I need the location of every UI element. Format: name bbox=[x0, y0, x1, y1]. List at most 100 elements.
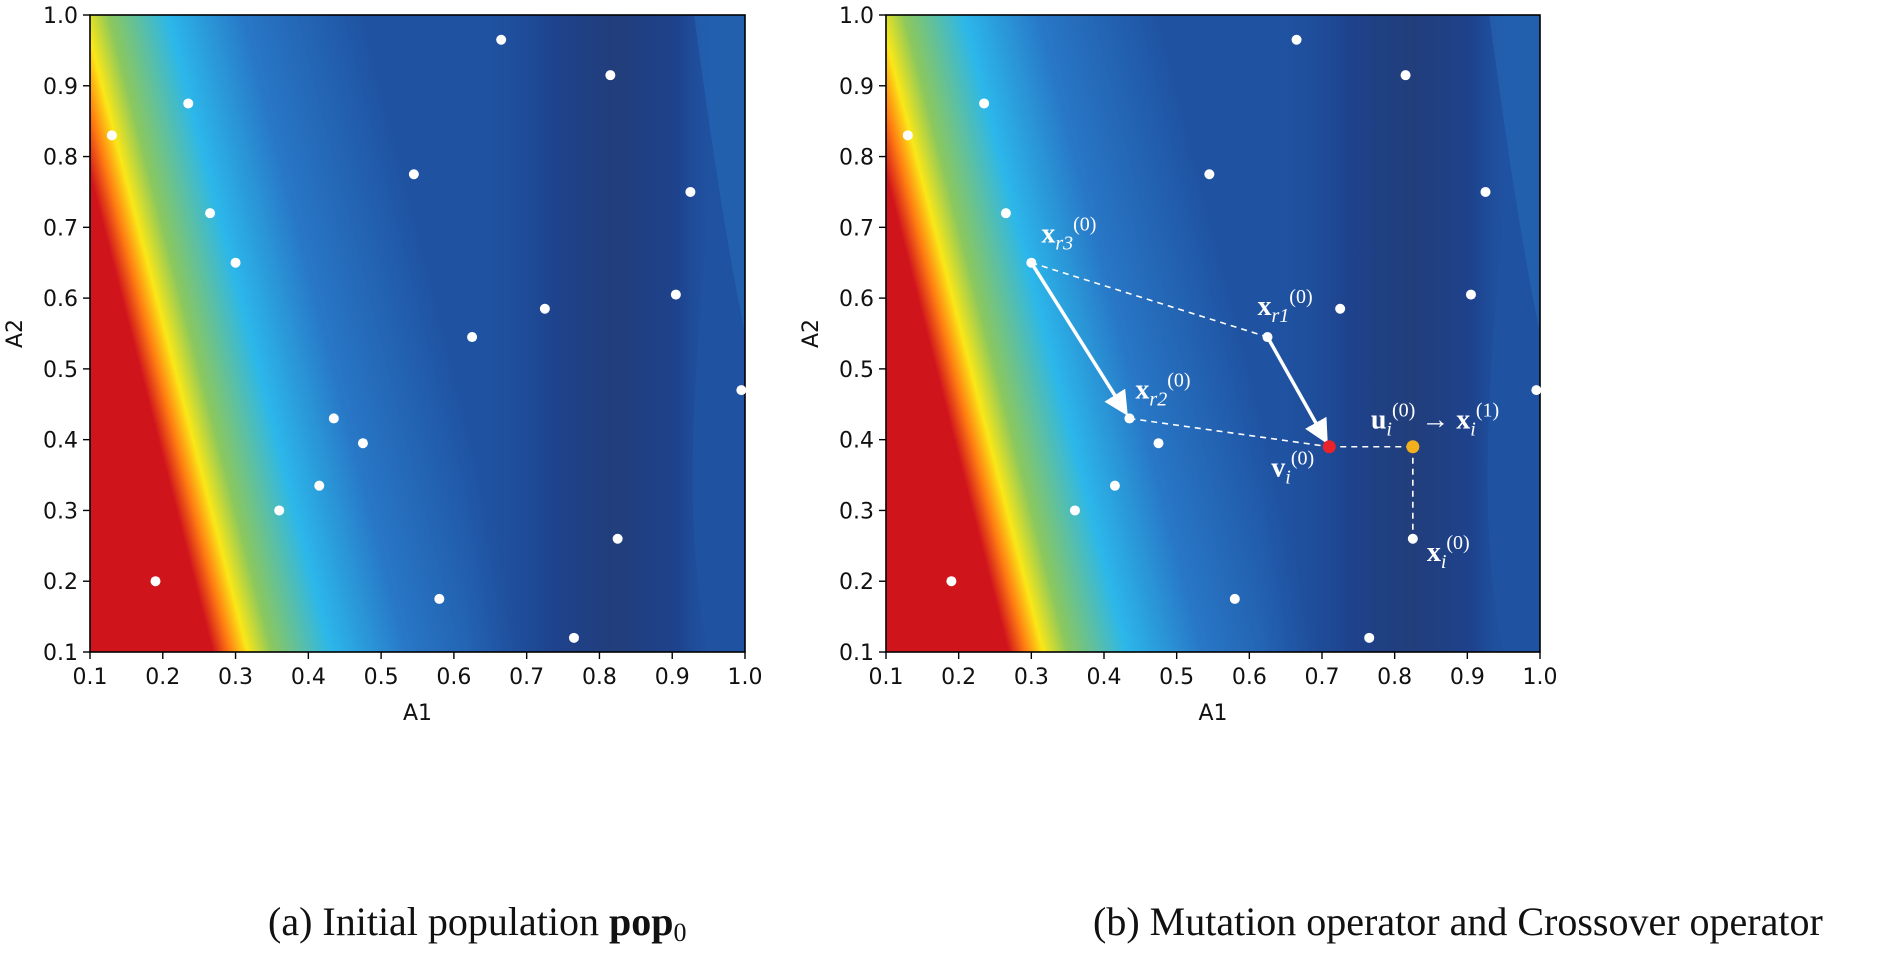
population-point bbox=[1465, 289, 1476, 300]
x-tick-label: 0.4 bbox=[291, 665, 326, 690]
x-tick-label: 1.0 bbox=[728, 665, 763, 690]
label-sup: (0) bbox=[1073, 214, 1096, 236]
population-point bbox=[205, 208, 216, 219]
x-tick-label: 0.3 bbox=[218, 665, 253, 690]
x-tick-label: 0.1 bbox=[73, 665, 108, 690]
caption-a-prefix: (a) Initial population bbox=[268, 899, 610, 944]
y-axis-label: A2 bbox=[799, 319, 824, 348]
axes-frame bbox=[89, 14, 746, 653]
label-main: x bbox=[1041, 219, 1055, 250]
label-sub: i bbox=[1285, 467, 1291, 489]
population-point bbox=[736, 385, 747, 396]
contour-background bbox=[90, 15, 745, 652]
population-point bbox=[1364, 632, 1375, 643]
point-ui bbox=[1406, 440, 1420, 454]
population-point bbox=[496, 34, 507, 45]
y-tick-label: 0.3 bbox=[839, 499, 874, 524]
population-point bbox=[539, 303, 550, 314]
label-sub-2: i bbox=[1470, 419, 1476, 441]
population-point bbox=[1000, 208, 1011, 219]
y-axis-label: A2 bbox=[3, 319, 28, 348]
population-point bbox=[1229, 593, 1240, 604]
label-main: v bbox=[1271, 453, 1285, 484]
population-point bbox=[1204, 169, 1215, 180]
label-xr2: xr2(0) bbox=[1135, 369, 1190, 410]
x-tick-label: 0.7 bbox=[509, 665, 544, 690]
x-axis-label: A1 bbox=[403, 701, 432, 726]
population-point bbox=[670, 289, 681, 300]
population-point bbox=[568, 632, 579, 643]
panel-b: 0.1 0.2 0.3 0.4 0.5 0.6 0.7 0.8 0.9 1.0 0.1 0.2 0.3 0… bbox=[799, 4, 1558, 726]
y-tick-label: 0.8 bbox=[839, 146, 874, 171]
axes-frame bbox=[885, 14, 1541, 653]
label-main: x bbox=[1135, 374, 1149, 405]
label-ui: ui(0) → xi(1) bbox=[1371, 400, 1499, 441]
y-tick-label: 0.6 bbox=[839, 287, 874, 312]
dashed-line bbox=[1129, 417, 1330, 448]
label-sub: i bbox=[1386, 419, 1392, 441]
label-sup: (0) bbox=[1291, 448, 1314, 470]
population-point bbox=[1109, 480, 1120, 491]
population-point bbox=[150, 576, 161, 587]
label-xi: xi(0) bbox=[1427, 532, 1470, 573]
y-tick-label: 0.4 bbox=[839, 429, 874, 454]
y-tick-label: 1.0 bbox=[43, 4, 78, 29]
population-point bbox=[328, 413, 339, 424]
x-tick-label: 0.5 bbox=[364, 665, 399, 690]
x-tick-label: 0.3 bbox=[1014, 665, 1049, 690]
label-sup: (0) bbox=[1446, 532, 1469, 554]
contour-valley-band bbox=[1260, 15, 1519, 652]
label-main: x bbox=[1258, 291, 1272, 322]
point-xr3 bbox=[1026, 257, 1037, 268]
population-point bbox=[685, 186, 696, 197]
label-sup: (0) bbox=[1167, 369, 1190, 391]
y-tick-label: 0.9 bbox=[839, 75, 874, 100]
label-vi: vi(0) bbox=[1271, 448, 1314, 489]
point-xi bbox=[1407, 533, 1418, 544]
x-tick-label: 0.6 bbox=[436, 665, 471, 690]
caption-a-bold: pop bbox=[609, 899, 674, 944]
population-point bbox=[357, 438, 368, 449]
label-sub: i bbox=[1441, 551, 1447, 573]
x-tick-label: 0.2 bbox=[145, 665, 180, 690]
label-sup: (0) bbox=[1289, 286, 1312, 308]
population-point bbox=[434, 593, 445, 604]
population-point bbox=[1400, 70, 1411, 81]
population-point bbox=[1153, 438, 1164, 449]
y-tick-label: 0.1 bbox=[839, 641, 874, 666]
y-tick-label: 0.5 bbox=[839, 358, 874, 383]
x-tick-label: 0.7 bbox=[1305, 665, 1340, 690]
caption-a-subscript: 0 bbox=[673, 918, 687, 947]
population-point bbox=[408, 169, 419, 180]
contour-right-region bbox=[694, 15, 745, 334]
x-tick-label: 1.0 bbox=[1523, 665, 1558, 690]
dashed-line bbox=[1031, 261, 1268, 338]
label-sup-2: (1) bbox=[1476, 400, 1499, 422]
label-arrow: → bbox=[1421, 405, 1456, 436]
population-point bbox=[314, 480, 325, 491]
label-main: u bbox=[1371, 405, 1387, 436]
x-tick-label: 0.9 bbox=[655, 665, 690, 690]
y-tick-label: 0.5 bbox=[43, 358, 78, 383]
x-tick-label: 0.5 bbox=[1159, 665, 1194, 690]
population-point bbox=[106, 130, 117, 141]
x-tick-label: 0.4 bbox=[1087, 665, 1122, 690]
x-tick-label: 0.6 bbox=[1232, 665, 1267, 690]
mutation-arrow bbox=[1265, 336, 1328, 445]
label-xr1: xr1(0) bbox=[1258, 286, 1313, 327]
caption-a: (a) Initial population pop0 bbox=[268, 898, 687, 948]
label-main: x bbox=[1427, 537, 1441, 568]
x-tick-label: 0.8 bbox=[1377, 665, 1412, 690]
population-point bbox=[1069, 505, 1080, 516]
panel-a: 0.1 0.2 0.3 0.4 0.5 0.6 0.7 0.8 0.9 1.0 0.1 0.2 0.3 0… bbox=[3, 4, 763, 726]
population-point bbox=[612, 533, 623, 544]
label-main-2: x bbox=[1456, 405, 1470, 436]
population-point bbox=[1480, 186, 1491, 197]
y-tick-label: 0.3 bbox=[43, 499, 78, 524]
x-tick-label: 0.2 bbox=[941, 665, 976, 690]
label-xr3: xr3(0) bbox=[1041, 214, 1096, 255]
population-point bbox=[979, 98, 990, 109]
population-point bbox=[1335, 303, 1346, 314]
label-sup: (0) bbox=[1392, 400, 1415, 422]
